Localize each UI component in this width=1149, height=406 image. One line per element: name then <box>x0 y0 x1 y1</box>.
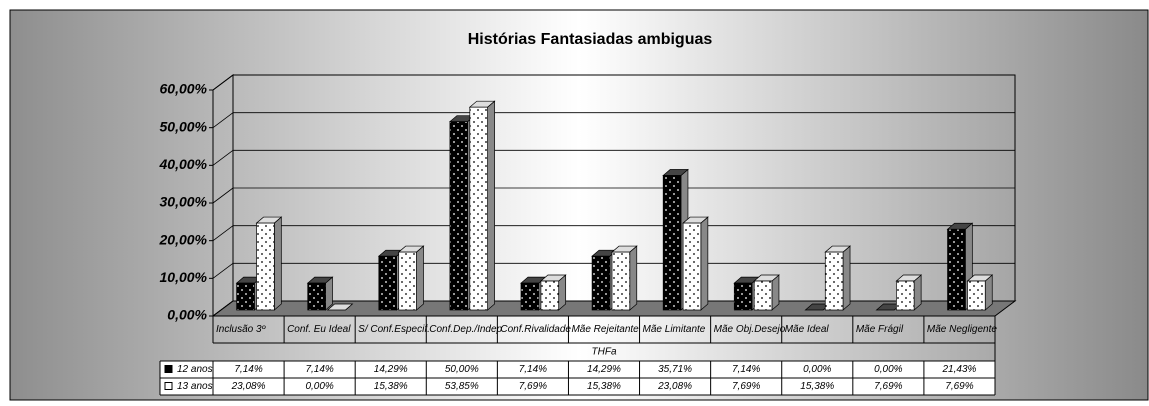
y-tick-label: 20,00% <box>159 231 208 247</box>
bar <box>307 282 326 311</box>
data-label: 0,00% <box>803 364 831 375</box>
legend-swatch <box>164 382 173 390</box>
x-tick-label: Mãe Rejeitante <box>571 324 639 335</box>
data-label: 23,08% <box>657 381 692 392</box>
bar <box>520 282 540 311</box>
x-tick-label: Mãe Frágil <box>856 324 904 335</box>
x-tick-label: Mãe Negligente <box>927 324 997 335</box>
bar <box>753 280 773 311</box>
bar-side <box>629 245 638 311</box>
data-label: 15,38% <box>800 381 834 392</box>
bar <box>256 222 275 311</box>
y-tick-label: 10,00% <box>160 269 208 285</box>
data-label: 50,00% <box>445 364 479 375</box>
data-label: 7,69% <box>874 381 902 392</box>
data-label: 7,69% <box>732 381 760 392</box>
bar <box>967 280 986 311</box>
y-tick-label: 60,00% <box>160 81 208 97</box>
grid-line <box>212 300 234 317</box>
bar-side <box>487 100 495 311</box>
grid-line <box>212 225 234 241</box>
bar <box>449 121 469 311</box>
bar <box>591 255 611 311</box>
bar-side <box>416 245 424 311</box>
data-label: 7,14% <box>732 364 760 375</box>
data-label: 35,71% <box>658 364 692 375</box>
legend-label: 13 anos <box>177 381 213 392</box>
y-tick-label: 40,00% <box>159 156 208 172</box>
x-tick-label: Conf. Eu Ideal <box>287 324 351 335</box>
data-label: 53,85% <box>445 381 479 392</box>
bar <box>896 280 915 311</box>
y-tick-label: 0,00% <box>167 307 207 323</box>
bar <box>236 282 255 311</box>
x-axis-label: THFa <box>592 347 617 358</box>
bar-side <box>842 245 851 311</box>
bar <box>469 106 488 311</box>
bar-side <box>700 216 709 311</box>
y-tick-label: 50,00% <box>160 118 208 134</box>
bar <box>398 251 417 311</box>
x-tick-label: Conf.Dep./Indep <box>429 324 502 335</box>
data-label: 7,14% <box>234 364 262 375</box>
grid-line <box>212 112 234 128</box>
bar <box>733 282 753 311</box>
x-tick-label: Inclusão 3º <box>216 324 267 335</box>
bar-side <box>273 216 282 311</box>
grid-line <box>212 263 234 279</box>
bar <box>662 175 682 311</box>
y-tick-label: 30,00% <box>160 194 208 210</box>
bar-top <box>326 303 354 311</box>
data-label: 7,14% <box>519 364 547 375</box>
data-label: 21,43% <box>941 364 976 375</box>
legend-label: 12 anos <box>177 364 213 375</box>
data-label: 23,08% <box>231 381 266 392</box>
data-label: 14,29% <box>587 364 621 375</box>
x-tick-label: Mãe Ideal <box>785 324 830 335</box>
bar <box>611 251 631 311</box>
bar <box>540 280 560 311</box>
data-label: 7,14% <box>305 364 333 375</box>
data-label: 15,38% <box>374 381 408 392</box>
x-tick-label: Mãe Obj.Desejo <box>714 324 786 335</box>
data-label: 15,38% <box>587 381 621 392</box>
bar <box>378 255 397 311</box>
x-tick-label: S/ Conf.Especif. <box>358 324 430 335</box>
grid-line <box>212 150 234 166</box>
bar <box>682 222 702 311</box>
data-label: 7,69% <box>519 381 547 392</box>
legend-swatch <box>164 365 173 373</box>
x-tick-label: Conf.Rivalidade <box>500 324 571 335</box>
data-label: 14,29% <box>374 364 408 375</box>
data-label: 0,00% <box>874 364 902 375</box>
data-label: 7,69% <box>945 381 973 392</box>
bar <box>947 228 966 311</box>
chart-title: Histórias Fantasiadas ambiguas <box>468 31 713 48</box>
grid-line <box>212 74 234 91</box>
x-tick-label: Mãe Limitante <box>643 324 706 335</box>
data-label: 0,00% <box>305 381 333 392</box>
grid-line <box>212 187 234 204</box>
bar <box>824 251 844 311</box>
